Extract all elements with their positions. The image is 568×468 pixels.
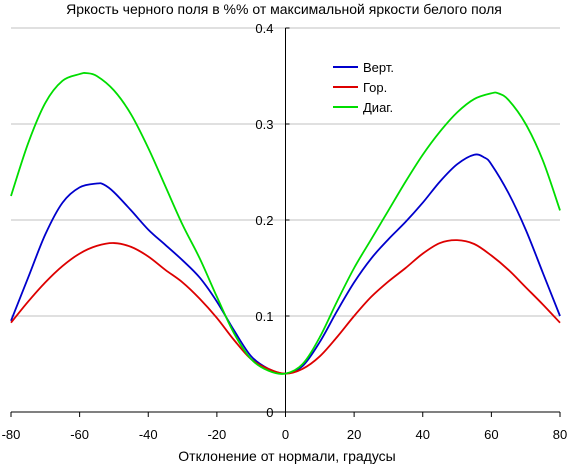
series-line-диаг	[10, 72, 561, 375]
chart-title: Яркость черного поля в %% от максимально…	[66, 1, 502, 17]
x-tick-label: 60	[484, 427, 498, 442]
x-tick-label: -40	[139, 427, 158, 442]
x-tick-label: -20	[207, 427, 226, 442]
y-tick-label: 0.3	[255, 117, 273, 132]
x-tick-label: 40	[416, 427, 430, 442]
legend-label: Верт.	[363, 60, 394, 75]
x-tick-label: 0	[282, 427, 289, 442]
y-tick-label: 0.1	[255, 309, 273, 324]
y-tick-label: 0.2	[255, 213, 273, 228]
x-tick-labels: -80 -60 -40 -20 0 20 40 60 80	[2, 427, 568, 442]
legend-label: Диаг.	[363, 100, 393, 115]
x-tick-label: -60	[70, 427, 89, 442]
legend: Верт. Гор. Диаг.	[333, 60, 394, 115]
x-axis-label: Отклонение от нормали, градусы	[178, 448, 395, 464]
y-tick-label: 0.4	[255, 21, 273, 36]
x-tick-label: -80	[2, 427, 21, 442]
legend-label: Гор.	[363, 80, 387, 95]
series-layer	[10, 72, 561, 375]
y-tick-labels: 0 0.1 0.2 0.3 0.4	[255, 21, 273, 420]
x-tick-label: 80	[553, 427, 567, 442]
x-tick-label: 20	[347, 427, 361, 442]
y-tick-label: 0	[266, 405, 273, 420]
axes	[10, 27, 561, 417]
